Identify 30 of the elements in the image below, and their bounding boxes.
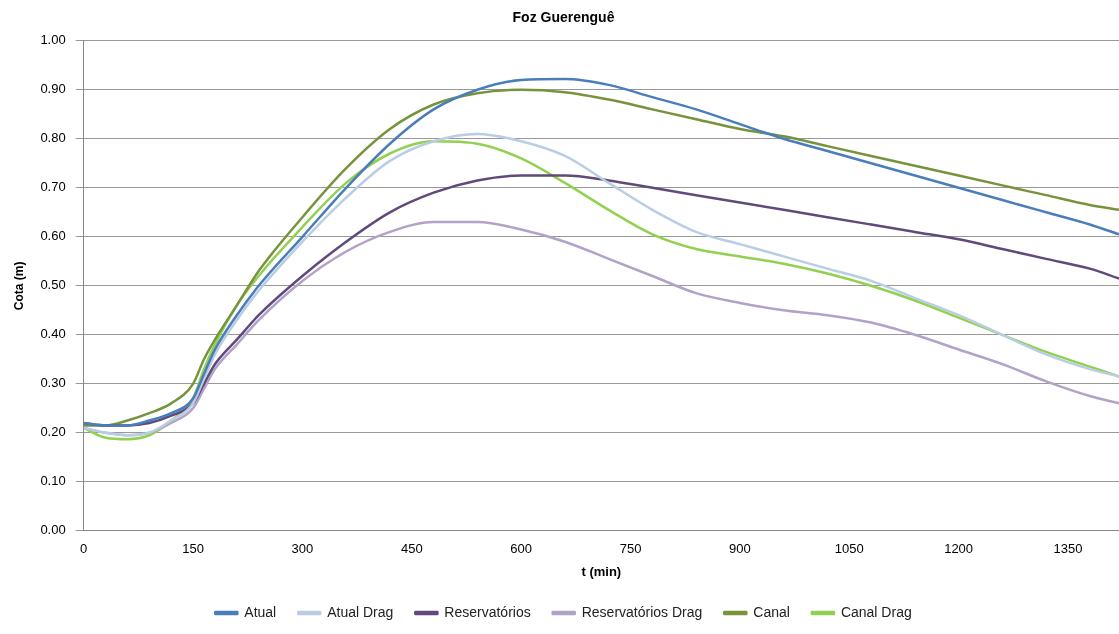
y-tick-label: 0.70	[40, 179, 66, 195]
legend-label: Reservatórios Drag	[581, 603, 703, 620]
x-tick-label: 1350	[1053, 541, 1083, 557]
y-tick-label: 1.00	[40, 32, 66, 48]
y-tick-label: 0.20	[40, 424, 66, 440]
y-tick-label: 0.00	[40, 522, 66, 538]
legend-label: Atual Drag	[327, 603, 394, 620]
x-tick-label: 900	[729, 541, 751, 557]
y-tick-label: 0.10	[40, 473, 66, 489]
legend-label: Canal Drag	[840, 603, 912, 620]
chart-title: Foz Guerenguê	[512, 9, 615, 26]
legend-label: Canal	[753, 603, 790, 620]
x-tick-label: 1050	[834, 541, 864, 557]
legend-label: Atual	[244, 603, 277, 620]
x-tick-label: 750	[619, 541, 642, 557]
y-tick-label: 0.40	[40, 326, 66, 342]
legend-label: Reservatórios	[444, 603, 531, 620]
x-tick-label: 0	[80, 541, 88, 557]
x-tick-label: 600	[510, 541, 532, 557]
y-tick-label: 0.50	[40, 277, 66, 293]
y-tick-label: 0.90	[40, 81, 66, 97]
y-tick-label: 0.60	[40, 228, 66, 244]
x-tick-label: 1200	[944, 541, 974, 557]
y-axis-title: Cota (m)	[11, 261, 26, 311]
x-tick-label: 450	[400, 541, 423, 557]
y-tick-label: 0.30	[40, 375, 66, 391]
x-tick-label: 150	[182, 541, 204, 557]
x-tick-label: 300	[291, 541, 314, 557]
y-tick-label: 0.80	[40, 130, 66, 146]
x-axis-title: t (min)	[581, 563, 622, 579]
